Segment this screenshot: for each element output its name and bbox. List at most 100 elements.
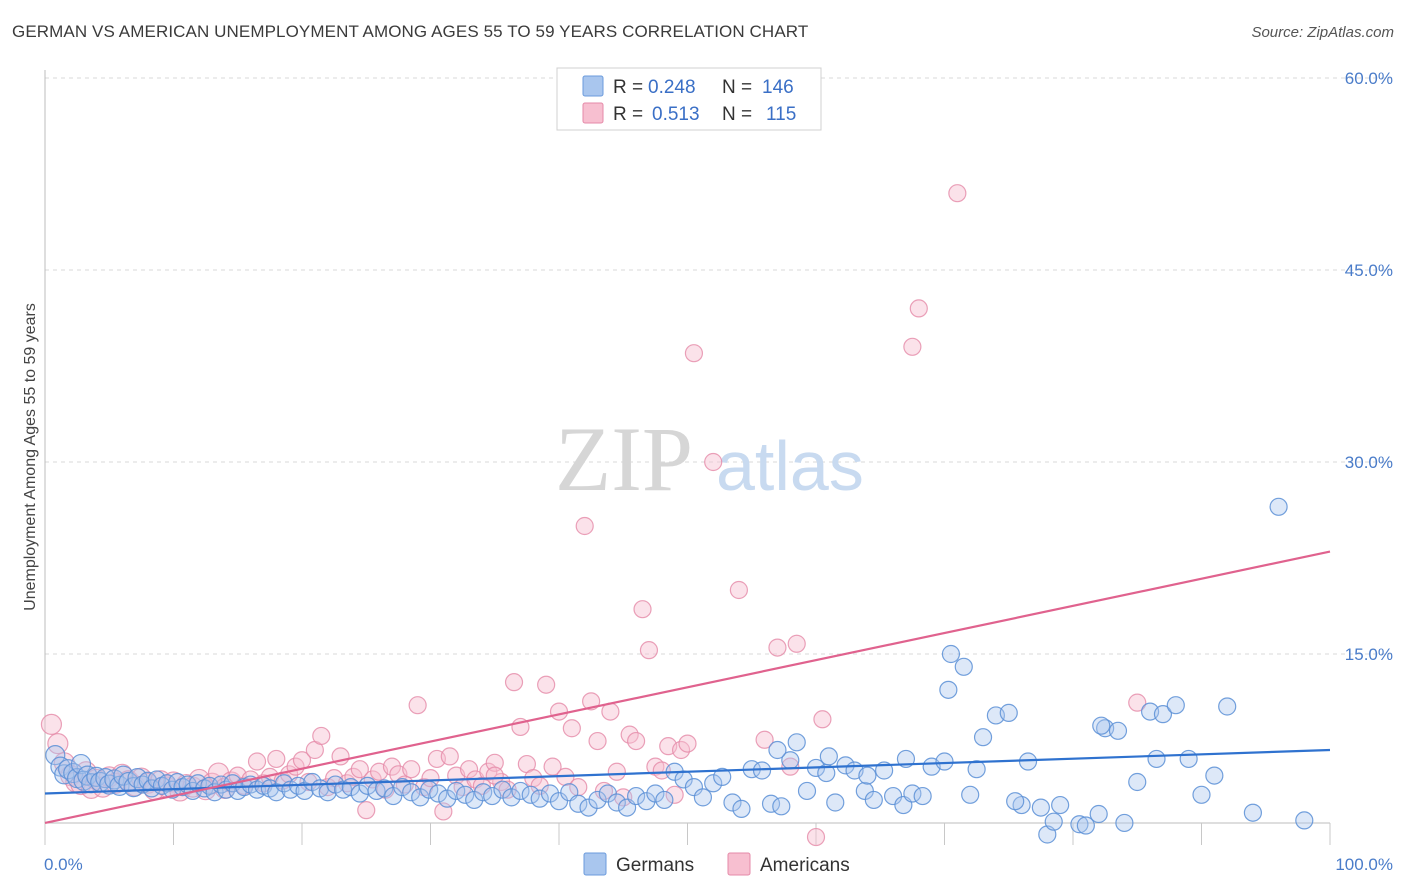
american-point bbox=[729, 580, 749, 600]
legend-n-value-germans: 146 bbox=[762, 77, 794, 98]
german-point bbox=[173, 778, 192, 797]
german-point bbox=[999, 703, 1018, 722]
german-point bbox=[684, 778, 704, 797]
american-point bbox=[813, 710, 832, 729]
y-tick-label: 15.0% bbox=[1345, 645, 1393, 664]
german-point bbox=[1243, 803, 1263, 822]
german-point bbox=[655, 790, 674, 810]
german-point bbox=[530, 789, 549, 808]
american-point bbox=[684, 344, 704, 363]
german-point bbox=[819, 747, 838, 766]
american-point bbox=[485, 753, 504, 772]
american-point bbox=[607, 762, 626, 781]
american-point bbox=[626, 731, 646, 751]
german-point bbox=[607, 793, 626, 812]
german-point bbox=[1092, 716, 1111, 735]
german-point bbox=[732, 799, 751, 818]
german-point bbox=[447, 781, 466, 801]
x-tick-label: 0.0% bbox=[44, 855, 83, 874]
american-point bbox=[459, 760, 479, 779]
german-point bbox=[864, 790, 883, 810]
american-point bbox=[402, 760, 421, 779]
bottom-legend-swatch-americans bbox=[727, 852, 751, 876]
german-point bbox=[713, 767, 732, 786]
american-point bbox=[543, 757, 562, 776]
american-point bbox=[588, 731, 607, 751]
german-point bbox=[967, 760, 986, 779]
bottom-legend-swatch-germans bbox=[583, 852, 607, 876]
german-point bbox=[772, 797, 791, 816]
american-point bbox=[267, 749, 286, 769]
american-point bbox=[312, 726, 331, 746]
x-tick-label: 100.0% bbox=[1335, 855, 1393, 874]
american-point bbox=[299, 772, 318, 792]
german-point bbox=[1218, 697, 1237, 716]
german-point bbox=[1128, 772, 1147, 792]
x-tick-labels: 0.0% 100.0% bbox=[44, 855, 1393, 874]
germans-trendline bbox=[44, 748, 1331, 795]
legend-r-label-americans: R = bbox=[613, 104, 643, 125]
german-point bbox=[45, 745, 66, 766]
gridlines bbox=[45, 77, 1392, 655]
americans-series bbox=[40, 184, 1147, 847]
german-point bbox=[646, 784, 665, 803]
german-point bbox=[1076, 816, 1095, 835]
watermark: ZIP atlas bbox=[555, 408, 864, 510]
german-point bbox=[1269, 497, 1288, 516]
american-point bbox=[639, 641, 659, 660]
american-point bbox=[485, 766, 504, 785]
y-tick-label: 30.0% bbox=[1345, 453, 1393, 472]
german-point bbox=[1031, 798, 1050, 817]
american-point bbox=[678, 734, 697, 753]
german-point bbox=[883, 786, 903, 806]
german-point bbox=[826, 793, 845, 812]
german-point bbox=[941, 644, 961, 664]
y-tick-label: 45.0% bbox=[1345, 261, 1393, 280]
german-point bbox=[474, 783, 493, 802]
german-point bbox=[588, 790, 607, 810]
american-point bbox=[504, 673, 524, 692]
legend-swatch-americans bbox=[582, 102, 604, 124]
american-point bbox=[768, 638, 787, 657]
legend-r-value-germans: 0.248 bbox=[648, 77, 696, 98]
german-point bbox=[935, 752, 954, 771]
german-point bbox=[939, 680, 958, 699]
german-point bbox=[393, 778, 412, 797]
german-point bbox=[913, 786, 932, 806]
american-point bbox=[787, 634, 806, 653]
american-point bbox=[909, 299, 928, 318]
german-point bbox=[483, 786, 502, 806]
bottom-legend-germans: Germans bbox=[616, 855, 694, 876]
german-point bbox=[961, 785, 980, 804]
german-point bbox=[549, 792, 569, 811]
american-point bbox=[633, 600, 652, 619]
legend-n-label-germans: N = bbox=[722, 77, 752, 98]
watermark-zip: ZIP bbox=[555, 408, 693, 510]
german-point bbox=[429, 784, 448, 803]
bottom-legend-americans: Americans bbox=[760, 855, 850, 876]
german-point bbox=[521, 785, 540, 804]
american-point bbox=[357, 801, 376, 820]
american-point bbox=[755, 730, 774, 749]
german-point bbox=[1166, 696, 1185, 715]
german-point bbox=[1051, 795, 1070, 815]
german-point bbox=[1153, 705, 1173, 724]
german-point bbox=[704, 774, 723, 793]
legend-swatch-germans bbox=[582, 75, 604, 97]
german-point bbox=[502, 788, 521, 807]
legend-r-label-germans: R = bbox=[613, 77, 643, 98]
german-point bbox=[787, 733, 806, 752]
german-point bbox=[1070, 815, 1089, 834]
american-point bbox=[40, 713, 63, 736]
americans-trendline bbox=[44, 550, 1331, 825]
american-point bbox=[1128, 693, 1147, 712]
american-point bbox=[350, 760, 369, 779]
series-legend: Germans Americans bbox=[583, 852, 850, 876]
legend-n-label-americans: N = bbox=[722, 104, 752, 125]
y-axis-title: Unemployment Among Ages 55 to 59 years bbox=[22, 303, 39, 611]
german-point bbox=[1192, 785, 1211, 804]
american-point bbox=[421, 769, 440, 788]
y-tick-labels: 15.0% 30.0% 45.0% 60.0% bbox=[1345, 69, 1393, 664]
source-label: Source: ZipAtlas.com bbox=[1251, 24, 1394, 41]
